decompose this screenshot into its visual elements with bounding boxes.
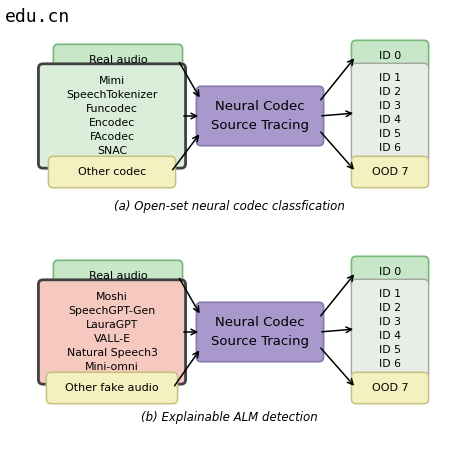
FancyBboxPatch shape	[351, 63, 429, 163]
Text: Real audio: Real audio	[89, 271, 147, 281]
FancyBboxPatch shape	[351, 279, 429, 379]
Text: ID 0: ID 0	[379, 267, 401, 277]
Text: ID 1
ID 2
ID 3
ID 4
ID 5
ID 6: ID 1 ID 2 ID 3 ID 4 ID 5 ID 6	[379, 289, 401, 369]
FancyBboxPatch shape	[49, 156, 175, 188]
FancyBboxPatch shape	[196, 86, 324, 146]
Text: Other fake audio: Other fake audio	[65, 383, 159, 393]
Text: Moshi
SpeechGPT-Gen
LauraGPT
VALL-E
Natural Speech3
Mini-omni: Moshi SpeechGPT-Gen LauraGPT VALL-E Natu…	[66, 292, 158, 372]
Text: ID 0: ID 0	[379, 51, 401, 61]
FancyBboxPatch shape	[196, 302, 324, 362]
Text: edu.cn: edu.cn	[5, 8, 70, 26]
Text: Neural Codec
Source Tracing: Neural Codec Source Tracing	[211, 101, 309, 132]
Text: OOD 7: OOD 7	[372, 383, 409, 393]
FancyBboxPatch shape	[54, 260, 183, 292]
Text: Mimi
SpeechTokenizer
Funcodec
Encodec
FAcodec
SNAC: Mimi SpeechTokenizer Funcodec Encodec FA…	[66, 76, 158, 156]
Text: Other codec: Other codec	[78, 167, 146, 177]
FancyBboxPatch shape	[351, 256, 429, 288]
FancyBboxPatch shape	[351, 156, 429, 188]
FancyBboxPatch shape	[38, 280, 185, 384]
FancyBboxPatch shape	[351, 40, 429, 72]
FancyBboxPatch shape	[46, 373, 178, 404]
FancyBboxPatch shape	[351, 373, 429, 404]
Text: OOD 7: OOD 7	[372, 167, 409, 177]
FancyBboxPatch shape	[54, 44, 183, 76]
Text: Neural Codec
Source Tracing: Neural Codec Source Tracing	[211, 316, 309, 348]
Text: Real audio: Real audio	[89, 55, 147, 65]
Text: ID 1
ID 2
ID 3
ID 4
ID 5
ID 6: ID 1 ID 2 ID 3 ID 4 ID 5 ID 6	[379, 73, 401, 154]
Text: (b) Explainable ALM detection: (b) Explainable ALM detection	[141, 411, 317, 424]
FancyBboxPatch shape	[38, 64, 185, 168]
Text: (a) Open-set neural codec classfication: (a) Open-set neural codec classfication	[114, 200, 344, 213]
